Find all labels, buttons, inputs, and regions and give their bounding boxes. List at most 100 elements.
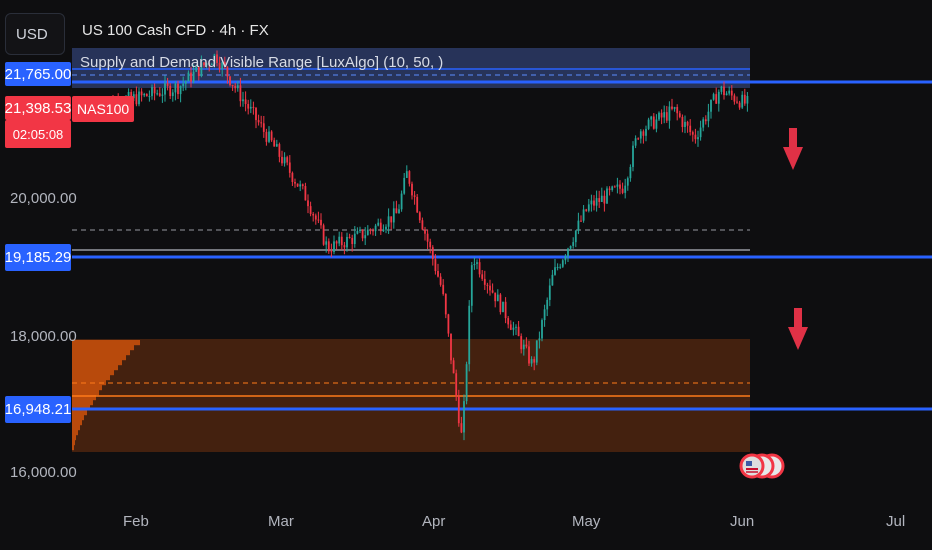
candle-body xyxy=(746,95,749,104)
candle-body xyxy=(598,198,601,202)
candle-body xyxy=(717,91,720,104)
candle-body xyxy=(673,107,676,109)
profile-bar xyxy=(72,410,87,416)
candle-body xyxy=(210,64,213,66)
candle-body xyxy=(265,131,268,142)
candle-body xyxy=(491,290,494,293)
candle-body xyxy=(239,85,242,102)
candle-body xyxy=(426,233,429,242)
candle-body xyxy=(541,320,543,339)
currency-button[interactable]: USD xyxy=(5,13,65,55)
candle-body xyxy=(489,285,491,291)
candle-body xyxy=(624,185,627,193)
candle-body xyxy=(496,294,499,302)
candle-body xyxy=(148,96,151,98)
candle-body xyxy=(442,284,445,294)
candle-body xyxy=(684,121,686,127)
profile-bar xyxy=(72,365,118,371)
candle-body xyxy=(252,106,255,108)
candle-body xyxy=(338,236,341,244)
candle-body xyxy=(603,195,606,204)
candle-body xyxy=(223,62,226,67)
candle-body xyxy=(242,99,244,102)
candle-body xyxy=(567,248,569,257)
candle-body xyxy=(343,245,346,248)
candle-body xyxy=(694,134,697,140)
candle-body xyxy=(530,359,533,364)
candle-body xyxy=(580,220,582,222)
profile-bar xyxy=(72,380,106,386)
candle-body xyxy=(299,184,302,187)
candle-body xyxy=(377,222,380,226)
candle-body xyxy=(639,131,642,139)
candle-body xyxy=(476,262,478,264)
candle-body xyxy=(434,259,437,272)
candle-body xyxy=(286,157,289,163)
candle-body xyxy=(330,251,333,253)
profile-bar xyxy=(72,435,76,441)
candle-body xyxy=(590,200,593,205)
candle-body xyxy=(582,209,585,221)
us-flag-event-icon[interactable] xyxy=(739,453,785,479)
candle-body xyxy=(351,237,354,245)
candle-body xyxy=(707,111,710,122)
candle-body xyxy=(270,131,273,141)
x-tick-label: Jul xyxy=(886,513,906,530)
candle-body xyxy=(629,166,632,179)
candle-body xyxy=(606,188,608,204)
candle-body xyxy=(499,294,502,313)
candle-body xyxy=(179,86,182,95)
candle-body xyxy=(715,94,718,104)
candle-body xyxy=(127,92,130,98)
candle-body xyxy=(307,200,309,207)
candle-body xyxy=(577,220,580,231)
candle-body xyxy=(515,326,517,328)
candle-body xyxy=(151,87,153,97)
candle-body xyxy=(278,144,281,157)
profile-bar xyxy=(72,420,82,426)
candle-body xyxy=(551,274,554,286)
candle-body xyxy=(257,120,260,123)
candle-body xyxy=(262,123,265,132)
candle-body xyxy=(353,233,356,245)
candle-body xyxy=(455,373,458,397)
candle-body xyxy=(645,128,647,136)
candle-body xyxy=(512,327,515,330)
indicator-legend[interactable]: Supply and Demand Visible Range [LuxAlgo… xyxy=(80,54,444,71)
candle-body xyxy=(197,66,200,77)
candle-body xyxy=(710,99,712,112)
candle-body xyxy=(481,274,484,279)
profile-bar xyxy=(72,350,130,356)
candle-body xyxy=(663,112,666,118)
down-arrow-icon xyxy=(783,128,803,170)
candle-body xyxy=(177,83,179,95)
countdown-timer: 02:05:08 xyxy=(5,120,71,148)
candle-body xyxy=(424,229,426,234)
candle-body xyxy=(559,266,562,268)
candle-body xyxy=(535,340,538,363)
candle-body xyxy=(138,91,140,105)
candle-body xyxy=(356,230,359,234)
candle-body xyxy=(642,131,645,136)
candle-body xyxy=(218,62,221,69)
candle-body xyxy=(733,95,736,102)
x-tick-label: Feb xyxy=(123,513,149,530)
candle-body xyxy=(452,360,455,374)
candle-body xyxy=(517,326,520,337)
price-tag-mid-level: 19,185.29 xyxy=(5,244,71,271)
candle-body xyxy=(213,54,216,65)
candle-body xyxy=(736,101,738,103)
candle-body xyxy=(171,92,174,97)
candle-body xyxy=(546,299,549,310)
candle-body xyxy=(538,338,541,341)
candle-body xyxy=(470,265,473,306)
candle-body xyxy=(200,62,203,77)
candle-body xyxy=(268,131,270,142)
candle-body xyxy=(447,314,450,334)
candle-body xyxy=(382,229,385,232)
candle-body xyxy=(340,236,343,246)
candle-body xyxy=(408,171,411,184)
candle-body xyxy=(294,181,296,184)
candle-body xyxy=(652,116,655,129)
